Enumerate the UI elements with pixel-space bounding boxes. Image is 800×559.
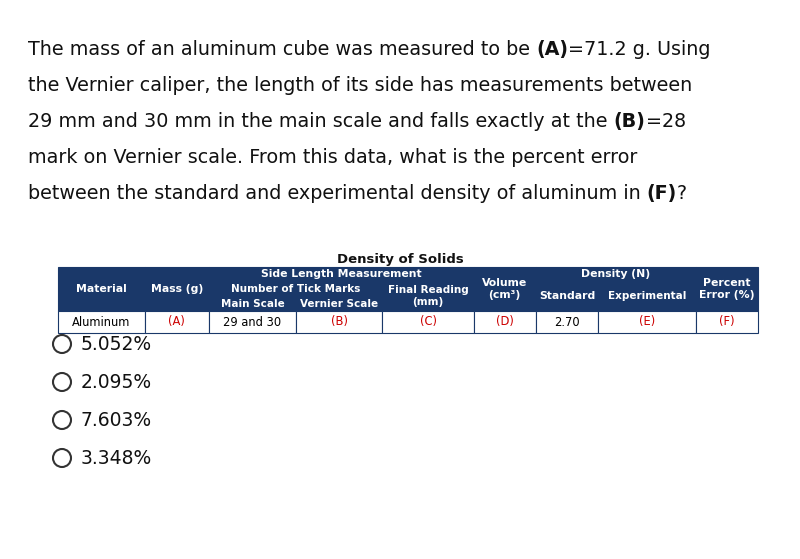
Text: Vernier Scale: Vernier Scale [300,299,378,309]
Bar [58,311,145,333]
Text: 3.348%: 3.348% [81,448,152,467]
Text: Number of Tick Marks: Number of Tick Marks [231,284,361,294]
Bar [209,267,474,281]
Text: 29 mm and 30 mm in the main scale and falls exactly at the: 29 mm and 30 mm in the main scale and fa… [28,112,614,131]
Text: 5.052%: 5.052% [81,334,152,353]
Bar [474,311,536,333]
Text: Main Scale: Main Scale [221,299,284,309]
Text: Density (N): Density (N) [582,269,650,279]
Text: Volume
(cm³): Volume (cm³) [482,278,527,300]
Bar [598,311,696,333]
Bar [145,267,209,311]
Text: Material: Material [76,284,126,294]
Text: Percent
Error (%): Percent Error (%) [699,278,754,300]
Text: The mass of an aluminum cube was measured to be: The mass of an aluminum cube was measure… [28,40,536,59]
Bar [598,281,696,311]
Bar [382,281,474,311]
Text: =71.2 g. Using: =71.2 g. Using [568,40,710,59]
Text: 29 and 30: 29 and 30 [223,315,282,329]
Bar [209,281,382,297]
Bar [296,311,382,333]
Bar [474,267,536,311]
Bar [382,311,474,333]
Text: 2.70: 2.70 [554,315,580,329]
Text: Aluminum: Aluminum [72,315,130,329]
Text: 2.095%: 2.095% [81,372,152,391]
Text: (A): (A) [169,315,186,329]
Text: (A): (A) [536,40,568,59]
Text: Mass (g): Mass (g) [150,284,203,294]
Text: (F): (F) [719,315,734,329]
Text: 7.603%: 7.603% [81,410,152,429]
Text: Final Reading
(mm): Final Reading (mm) [388,285,468,307]
Bar [696,311,758,333]
Bar [296,297,382,311]
Text: (C): (C) [419,315,437,329]
Bar [536,267,696,281]
Text: Standard: Standard [538,291,595,301]
Text: Density of Solids: Density of Solids [337,253,463,266]
Bar [58,267,145,311]
Bar [145,311,209,333]
Text: mark on Vernier scale. From this data, what is the percent error: mark on Vernier scale. From this data, w… [28,148,638,167]
Text: ?: ? [677,184,687,203]
Bar [696,267,758,311]
Text: Experimental: Experimental [608,291,686,301]
Bar [536,311,598,333]
Text: (E): (E) [638,315,655,329]
Bar [209,297,296,311]
Text: =28: =28 [646,112,686,131]
Text: Side Length Measurement: Side Length Measurement [261,269,422,279]
Bar [209,311,296,333]
Text: (D): (D) [496,315,514,329]
Text: (B): (B) [614,112,646,131]
Text: (F): (F) [647,184,677,203]
Bar [536,281,598,311]
Text: the Vernier caliper, the length of its side has measurements between: the Vernier caliper, the length of its s… [28,76,692,95]
Text: (B): (B) [330,315,348,329]
Text: between the standard and experimental density of aluminum in: between the standard and experimental de… [28,184,647,203]
